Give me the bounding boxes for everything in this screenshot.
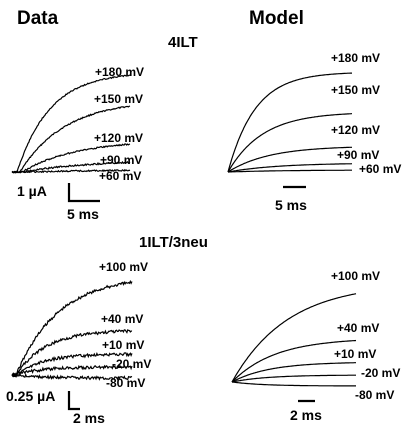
trace-panel-1ilt3neu-data — [11, 279, 133, 381]
current-trace — [11, 372, 133, 381]
current-trace — [11, 105, 131, 174]
current-trace — [231, 374, 356, 383]
current-trace — [228, 169, 352, 173]
current-trace — [11, 351, 133, 378]
voltage-label: -80 mV — [106, 376, 145, 390]
current-trace — [231, 381, 356, 387]
scale-bar-1ilt3neu-data — [67, 391, 80, 411]
voltage-label: +180 mV — [95, 65, 144, 79]
current-trace — [11, 168, 131, 174]
data-column-header: Data — [17, 8, 59, 29]
voltage-label: +60 mV — [99, 169, 141, 183]
voltage-label: -20 mV — [112, 357, 151, 371]
trace-panel-4ilt-data — [11, 74, 131, 174]
current-trace — [227, 72, 352, 173]
current-trace — [11, 74, 130, 174]
current-trace — [11, 364, 133, 378]
current-trace — [11, 143, 131, 174]
current-trace — [227, 163, 353, 173]
current-trace — [227, 146, 352, 173]
voltage-label: -80 mV — [355, 388, 394, 402]
voltage-label: +10 mV — [334, 347, 376, 361]
voltage-label: +40 mV — [101, 312, 143, 326]
scale-time-label: 5 ms — [275, 197, 307, 213]
voltage-label: +120 mV — [331, 123, 380, 137]
scale-bar-4ilt-data — [67, 183, 100, 203]
section-title-4ilt: 4ILT — [168, 34, 198, 51]
scale-time-label: 2 ms — [73, 410, 105, 426]
voltage-label: +180 mV — [331, 51, 380, 65]
scale-amplitude-label: 0.25 µA — [6, 388, 55, 404]
voltage-label: +150 mV — [331, 83, 380, 97]
scale-time-label: 2 ms — [290, 407, 322, 423]
trace-panel-4ilt-model — [227, 72, 353, 173]
current-trace — [231, 293, 357, 383]
voltage-label: +100 mV — [99, 260, 148, 274]
current-trace — [231, 339, 357, 383]
voltage-label: +90 mV — [100, 153, 142, 167]
voltage-label: +120 mV — [94, 131, 143, 145]
voltage-label: +40 mV — [337, 321, 379, 335]
current-trace — [11, 160, 131, 174]
section-title-1ilt3neu: 1ILT/3neu — [139, 234, 208, 251]
voltage-label: +150 mV — [94, 92, 143, 106]
trace-panel-1ilt3neu-model — [231, 293, 357, 387]
current-trace — [11, 279, 133, 378]
current-trace — [227, 113, 352, 173]
current-trace — [231, 362, 356, 383]
model-column-header: Model — [249, 8, 304, 29]
voltage-label: +60 mV — [359, 162, 401, 176]
voltage-label: +100 mV — [331, 269, 380, 283]
voltage-label: -20 mV — [361, 366, 400, 380]
scale-time-label: 5 ms — [67, 206, 99, 222]
current-trace — [11, 329, 133, 378]
voltage-label: +10 mV — [102, 338, 144, 352]
voltage-label: +90 mV — [337, 148, 379, 162]
scale-amplitude-label: 1 µA — [17, 183, 47, 199]
